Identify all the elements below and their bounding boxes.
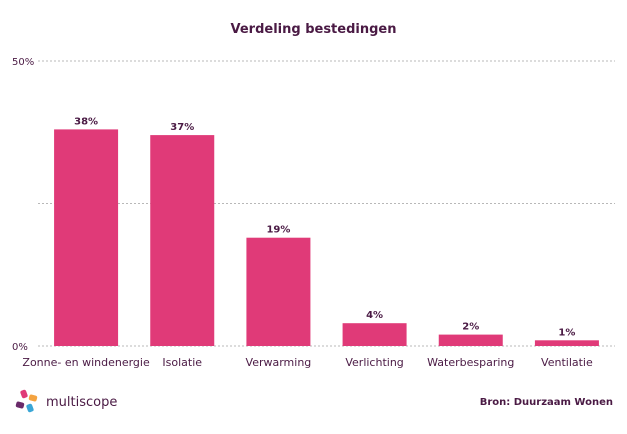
source-note: Bron: Duurzaam Wonen <box>479 397 613 408</box>
data-label: 4% <box>366 310 383 321</box>
data-label: 19% <box>266 225 290 236</box>
data-label: 2% <box>462 322 479 333</box>
brand-name: multiscope <box>46 394 118 410</box>
bar <box>54 129 119 346</box>
x-tick-label: Zonne- en windenergie <box>22 356 150 369</box>
x-tick-label: Isolatie <box>162 356 202 369</box>
x-tick-label: Waterbesparing <box>427 356 514 369</box>
bar <box>342 323 407 346</box>
bar <box>246 237 311 346</box>
x-tick-label: Verwarming <box>246 356 312 369</box>
data-label: 37% <box>170 122 194 133</box>
y-tick-label: 0% <box>12 342 28 353</box>
data-label: 1% <box>558 327 575 338</box>
x-tick-label: Verlichting <box>345 356 403 369</box>
y-tick-label: 50% <box>12 57 34 68</box>
multiscope-logo: multiscope <box>14 389 117 415</box>
bar <box>438 334 503 346</box>
data-label: 38% <box>74 116 98 127</box>
multiscope-logo-icon <box>15 389 38 413</box>
bar <box>150 135 215 346</box>
x-tick-label: Ventilatie <box>541 356 593 369</box>
bar <box>534 340 599 346</box>
chart-title: Verdeling bestedingen <box>230 22 397 37</box>
